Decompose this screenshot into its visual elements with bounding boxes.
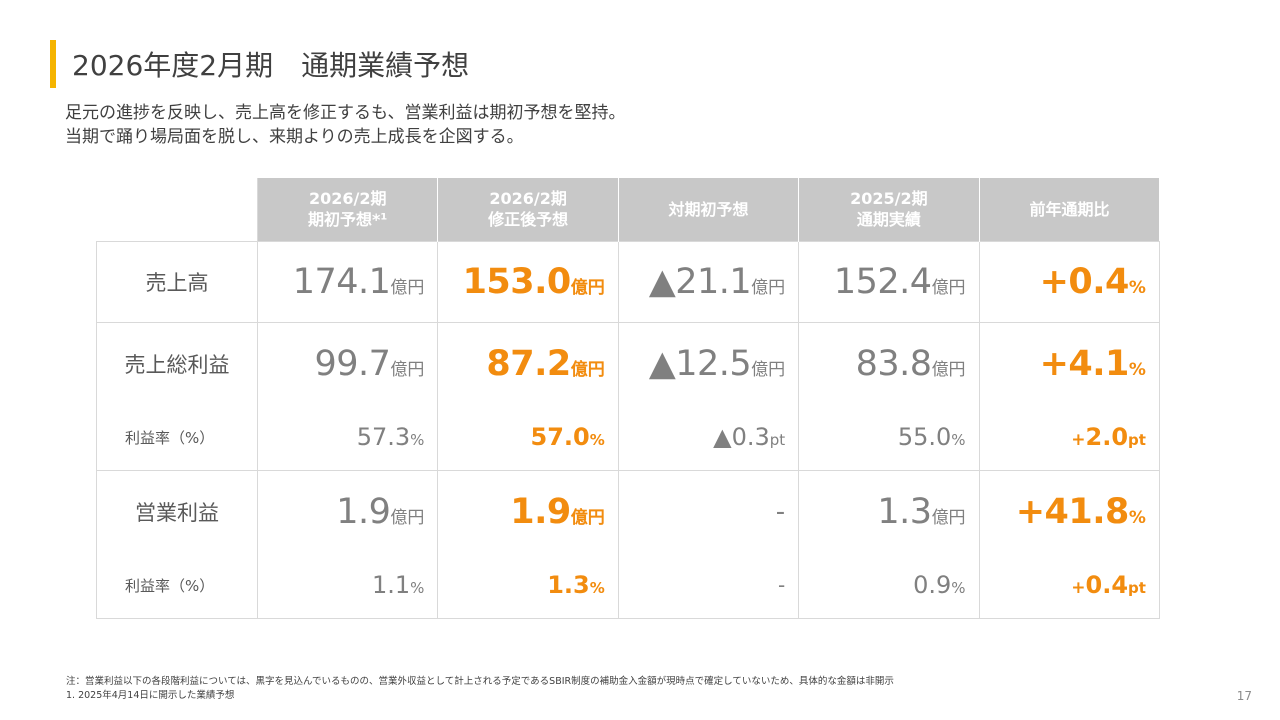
gross-margin-yoy: +2.0pt	[978, 405, 1160, 470]
header-yoy: 前年通期比	[979, 178, 1160, 241]
operating-margin-yoy: +0.4pt	[978, 553, 1160, 619]
gross-profit-prev-actual: 83.8億円	[798, 321, 980, 405]
footnote-note: 注：営業利益以下の各段階利益については、黒字を見込んでいるものの、営業外収益とし…	[66, 676, 894, 687]
gross-margin-prev-actual: 55.0%	[798, 405, 980, 470]
footnote-1: 1. 2025年4月14日に開示した業績予想	[66, 690, 235, 701]
sales-revised: 153.0億円	[437, 240, 619, 322]
gross-profit-initial: 99.7億円	[256, 321, 439, 405]
gross-margin-initial: 57.3%	[256, 405, 439, 470]
operating-profit-initial: 1.9億円	[256, 469, 439, 553]
operating-margin-vs-initial: -	[617, 553, 800, 619]
operating-profit-yoy: +41.8%	[978, 469, 1160, 553]
header-prev-actual: 2025/2期 通期実績	[798, 178, 980, 241]
row-label-gross-margin: 利益率（%）	[125, 428, 215, 447]
forecast-table: 2026/2期 期初予想*¹ 2026/2期 修正後予想 対期初予想 2025/2期…	[96, 178, 1160, 619]
sales-yoy: +0.4%	[978, 240, 1160, 322]
header-initial-forecast: 2026/2期 期初予想*¹	[257, 178, 439, 241]
subtitle-line-2: 当期で踊り場局面を脱し、来期よりの売上成長を企図する。	[65, 127, 524, 147]
operating-profit-prev-actual: 1.3億円	[798, 469, 980, 553]
title-accent-bar	[50, 40, 56, 88]
row-label-operating-profit: 営業利益	[135, 500, 219, 525]
gross-profit-yoy: +4.1%	[978, 321, 1160, 405]
gross-margin-revised: 57.0%	[437, 405, 619, 470]
operating-profit-revised: 1.9億円	[437, 469, 619, 553]
table-row-sales: 売上高 174.1億円 153.0億円 ▲21.1億円 152.4億円 +0.4…	[96, 240, 1160, 322]
header-blank-cell	[96, 178, 258, 242]
table-row-gross-profit: 売上総利益 99.7億円 87.2億円 ▲12.5億円 83.8億円 +4.1%	[96, 321, 1160, 405]
page-title: 2026年度2月期 通期業績予想	[72, 49, 470, 82]
header-revised-forecast: 2026/2期 修正後予想	[437, 178, 619, 241]
subtitle-line-1: 足元の進捗を反映し、売上高を修正するも、営業利益は期初予想を堅持。	[65, 103, 626, 123]
sales-vs-initial: ▲21.1億円	[617, 240, 800, 322]
row-label-operating-margin: 利益率（%）	[125, 576, 215, 595]
header-vs-initial: 対期初予想	[618, 178, 800, 241]
page-number: 17	[1236, 689, 1252, 703]
operating-profit-vs-initial: -	[617, 469, 800, 553]
subtitle: 足元の進捗を反映し、売上高を修正するも、営業利益は期初予想を堅持。 当期で踊り場…	[65, 101, 626, 149]
table-row-operating-profit: 営業利益 1.9億円 1.9億円 - 1.3億円 +41.8%	[96, 469, 1160, 553]
gross-profit-vs-initial: ▲12.5億円	[617, 321, 800, 405]
gross-margin-vs-initial: ▲0.3pt	[617, 405, 800, 470]
operating-margin-prev-actual: 0.9%	[798, 553, 980, 619]
row-label-gross-profit: 売上総利益	[124, 352, 230, 377]
gross-profit-revised: 87.2億円	[437, 321, 619, 405]
sales-prev-actual: 152.4億円	[798, 240, 980, 322]
table-header-row: 2026/2期 期初予想*¹ 2026/2期 修正後予想 対期初予想 2025/2期…	[96, 178, 1160, 242]
sales-initial: 174.1億円	[256, 240, 439, 322]
operating-margin-initial: 1.1%	[256, 553, 439, 619]
table-row-gross-margin: 利益率（%） 57.3% 57.0% ▲0.3pt 55.0% +2.0pt	[96, 405, 1160, 470]
table-row-operating-margin: 利益率（%） 1.1% 1.3% - 0.9% +0.4pt	[96, 553, 1160, 619]
row-label-sales: 売上高	[145, 270, 209, 295]
operating-margin-revised: 1.3%	[437, 553, 619, 619]
footnotes: 注：営業利益以下の各段階利益については、黒字を見込んでいるものの、営業外収益とし…	[66, 675, 894, 703]
